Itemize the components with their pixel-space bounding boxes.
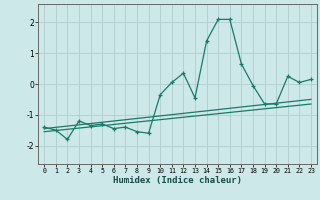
X-axis label: Humidex (Indice chaleur): Humidex (Indice chaleur) — [113, 176, 242, 185]
